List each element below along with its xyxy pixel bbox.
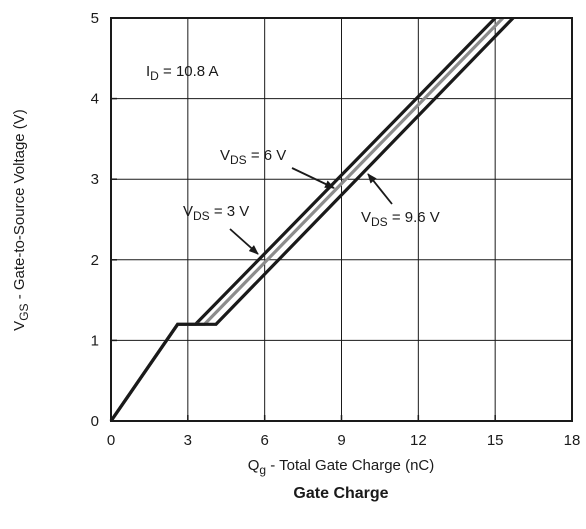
x-tick-label: 12 (410, 432, 427, 449)
chart-title: Gate Charge (293, 485, 388, 502)
series-label-3: VDS = 9.6 V (361, 209, 440, 229)
y-tick-label: 3 (91, 171, 99, 188)
y-axis-label: VGS - Gate-to-Source Voltage (V) (11, 109, 31, 331)
grid-lines (111, 18, 572, 421)
series-line-3 (109, 16, 515, 422)
x-tick-label: 9 (337, 432, 345, 449)
x-tick-label: 0 (107, 432, 115, 449)
x-tick-label: 3 (184, 432, 192, 449)
y-tick-label: 1 (91, 332, 99, 349)
x-tick-label: 6 (260, 432, 268, 449)
y-tick-label: 5 (91, 10, 99, 27)
series-arrow-1 (229, 228, 259, 255)
label-layer: Qg - Total Gate Charge (nC) VGS - Gate-to… (11, 63, 440, 502)
y-tick-label: 2 (91, 252, 99, 269)
series-label-2: VDS = 6 V (220, 147, 286, 167)
series-arrow-3 (367, 173, 393, 205)
x-tick-label: 18 (564, 432, 581, 449)
drain-current-annotation: ID = 10.8 A (146, 63, 218, 83)
x-tick-label: 15 (487, 432, 504, 449)
series-label-1: VDS = 3 V (183, 203, 249, 223)
y-tick-label: 0 (91, 413, 99, 430)
series-layer (109, 16, 515, 422)
y-tick-label: 4 (91, 91, 99, 108)
x-axis-label: Qg - Total Gate Charge (nC) (248, 457, 435, 477)
series-arrow-2 (291, 167, 335, 189)
